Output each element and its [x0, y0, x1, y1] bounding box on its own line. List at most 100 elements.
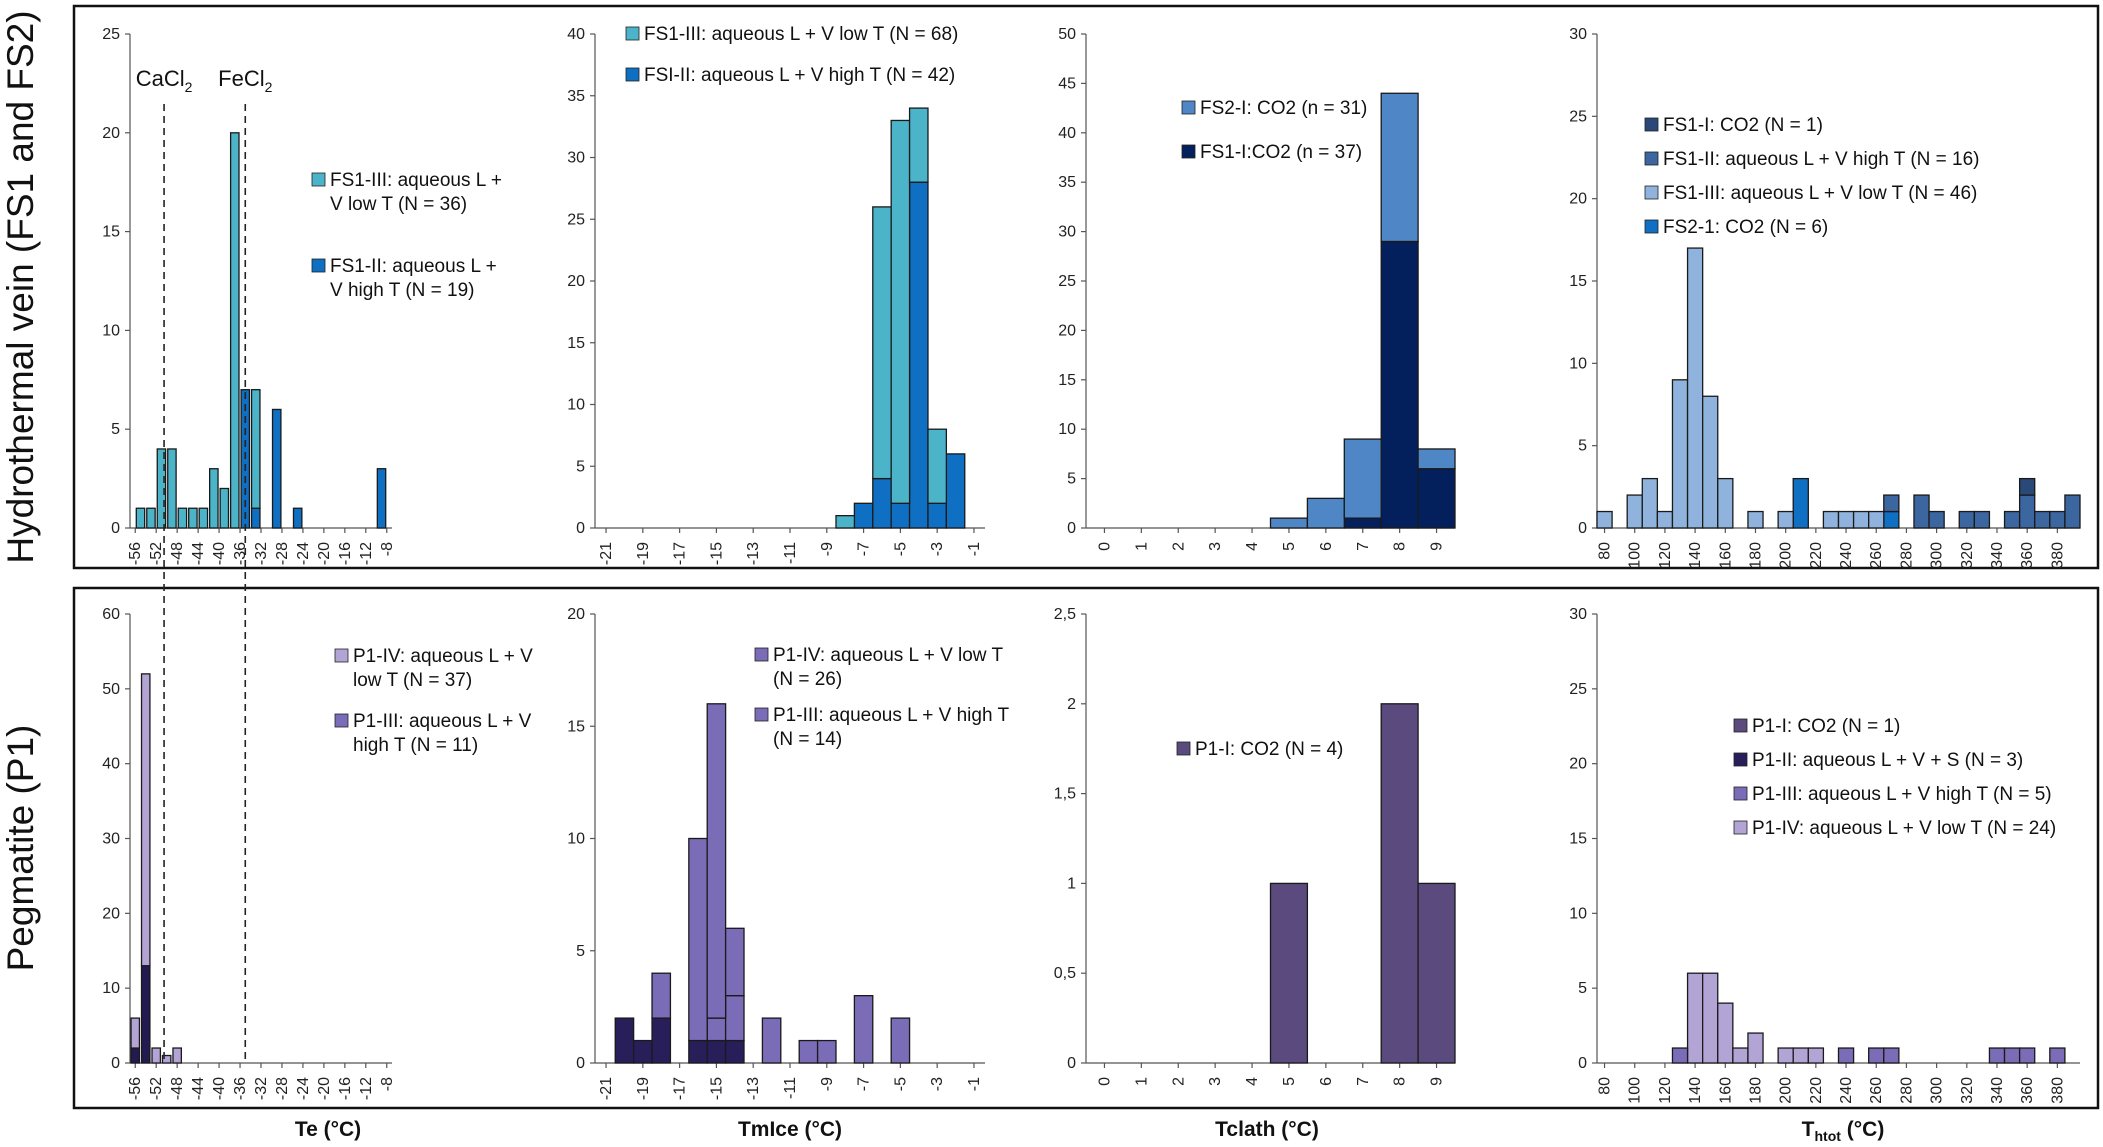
x-tick-label: 280: [1898, 542, 1915, 569]
bar: [651, 972, 672, 1019]
x-tick-label: 7: [1355, 542, 1372, 551]
x-tick-label: 380: [2049, 542, 2066, 569]
x-tick-label: -48: [169, 1077, 186, 1100]
y-tick-label: 5: [1578, 980, 1587, 997]
bar: [872, 206, 892, 480]
bar: [146, 507, 156, 529]
legend-label: P1-III: aqueous L + V: [353, 711, 532, 732]
x-tick-label: 360: [2019, 1077, 2036, 1104]
x-tick-label: 120: [1657, 1077, 1674, 1104]
x-tick-label: -21: [598, 1077, 615, 1100]
bar: [1417, 448, 1456, 470]
bar: [651, 1017, 672, 1064]
x-tick-label: -19: [635, 542, 652, 565]
bar: [706, 1039, 727, 1064]
bar: [2034, 510, 2051, 529]
bar: [688, 837, 708, 1042]
bar: [816, 1039, 837, 1064]
bar: [1792, 1047, 1809, 1064]
bar: [761, 1017, 782, 1064]
y-tick-label: 0,5: [1054, 965, 1076, 982]
bar: [2064, 494, 2081, 529]
x-tick-label: -24: [295, 542, 312, 565]
top-row-frame: [72, 4, 2100, 570]
legend-swatch: [1181, 144, 1196, 159]
x-tick-label: -15: [708, 542, 725, 565]
y-tick-label: 20: [102, 905, 120, 922]
bar: [724, 1039, 745, 1064]
xlabel-tmice: TmIce (°C): [738, 1118, 842, 1141]
y-tick-label: 60: [102, 606, 120, 623]
legend-swatch: [1644, 151, 1659, 166]
y-tick-label: 5: [1578, 438, 1587, 455]
y-tick-label: 0: [1067, 520, 1076, 537]
x-tick-label: 160: [1717, 1077, 1734, 1104]
y-tick-label: 10: [567, 397, 585, 414]
x-tick-label: -9: [819, 542, 836, 556]
x-tick-label: 120: [1657, 542, 1674, 569]
bar: [853, 995, 874, 1064]
bar: [1306, 497, 1345, 529]
y-tick-label: 50: [102, 681, 120, 698]
bar: [1702, 972, 1719, 1064]
chart-te_p: 0 10 20 30 40 50 60 -56 -52 -48 -44 -40 -36 -32 -28 -24…: [102, 606, 533, 1100]
x-tick-label: 80: [1597, 1077, 1614, 1095]
y-tick-label: 15: [567, 718, 585, 735]
bar: [1822, 510, 1840, 529]
cacl2-label: CaCl2: [136, 66, 193, 95]
bar: [706, 703, 727, 1019]
bar: [140, 673, 151, 967]
x-tick-label: -1: [966, 1077, 983, 1091]
x-tick-label: 6: [1318, 542, 1335, 551]
bar: [1717, 477, 1734, 529]
y-tick-label: 10: [1058, 421, 1076, 438]
bottom-row-frame: [72, 586, 2100, 1110]
y-tick-label: 35: [1058, 174, 1076, 191]
chart-tmice_p: 0 5 10 15 20 -21 -19 -17 -15 -13 -11 -9 -7 -5 -3 -1 P1-I…: [567, 606, 1009, 1100]
x-tick-label: -12: [358, 1077, 375, 1100]
bar: [376, 468, 387, 529]
legend-label: FS1-I:CO2 (n = 37): [1200, 142, 1362, 163]
y-tick-label: 30: [102, 831, 120, 848]
legend-swatch: [1644, 219, 1659, 234]
bar: [706, 1017, 727, 1042]
bar: [1380, 240, 1419, 529]
bar: [2003, 1047, 2021, 1064]
y-tick-label: 25: [1569, 681, 1587, 698]
legend-swatch: [1644, 185, 1659, 200]
y-tick-label: 40: [567, 26, 585, 43]
chart-tclath_p: 0 0,5 1 1,5 2 2,5 0 1 2 3 4 5 6 7 8 9 P1-I: CO2 (N = 4): [1054, 606, 1456, 1086]
y-tick-label: 0: [1578, 520, 1587, 537]
x-tick-label: 5: [1281, 1077, 1298, 1086]
x-tick-label: 320: [1959, 1077, 1976, 1104]
bar: [1656, 510, 1674, 529]
y-tick-label: 15: [567, 335, 585, 352]
x-tick-label: -52: [148, 542, 165, 565]
bar: [1417, 882, 1456, 1064]
x-tick-label: -44: [190, 1077, 207, 1100]
bar: [140, 965, 151, 1064]
y-tick-label: 15: [1058, 372, 1076, 389]
y-tick-label: 2: [1067, 696, 1076, 713]
legend-label: FS1-I: CO2 (N = 1): [1663, 115, 1823, 136]
legend-swatch: [1733, 820, 1748, 835]
bar: [853, 502, 874, 529]
bar: [1596, 510, 1613, 529]
bar: [292, 507, 303, 529]
bar: [872, 477, 892, 529]
chart-thtot_p: 0 5 10 15 20 25 30 80 100 120 140 160 180 200 220 240 26…: [1569, 606, 2080, 1104]
y-tick-label: 25: [102, 26, 120, 43]
bar: [208, 468, 219, 529]
x-tick-label: 220: [1808, 1077, 1825, 1104]
x-tick-label: -36: [232, 1077, 249, 1100]
legend-swatch: [311, 258, 326, 273]
bar: [1988, 1047, 2006, 1064]
bar: [130, 1047, 141, 1064]
y-tick-label: 20: [567, 273, 585, 290]
x-tick-label: 180: [1747, 1077, 1764, 1104]
legend-label: P1-I: CO2 (N = 4): [1195, 739, 1343, 760]
y-tick-label: 5: [576, 458, 585, 475]
bar: [1641, 477, 1659, 529]
bar: [1807, 1047, 1825, 1064]
